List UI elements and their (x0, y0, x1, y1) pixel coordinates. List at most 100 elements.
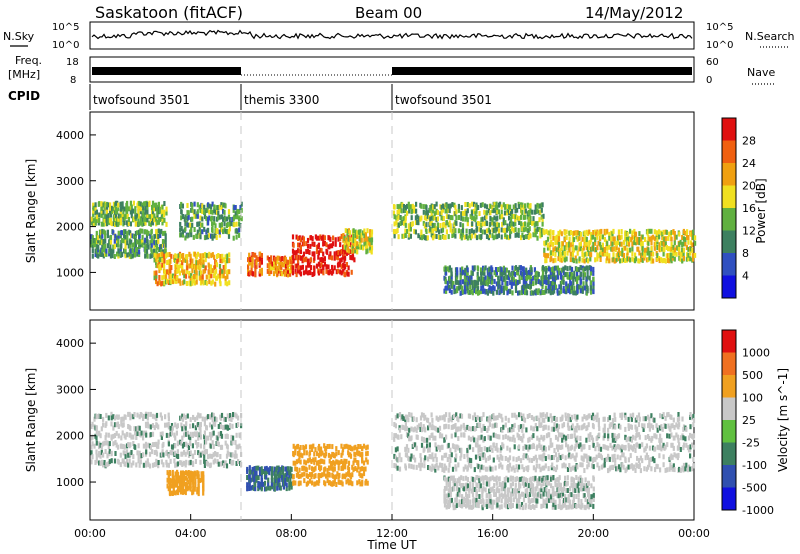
echo-cell (592, 456, 595, 462)
echo-cell (457, 445, 460, 451)
echo-cell (495, 442, 498, 448)
echo-cell (536, 426, 539, 432)
echo-cell (98, 229, 102, 235)
echo-cell (633, 444, 636, 449)
echo-cell (532, 220, 535, 226)
echo-cell (171, 425, 174, 431)
echo-cell (153, 414, 156, 420)
echo-cell (396, 209, 399, 215)
echo-cell (153, 206, 156, 212)
echo-cell (219, 254, 222, 259)
echo-cell (141, 242, 144, 248)
echo-cell (584, 251, 587, 257)
echo-cell (98, 218, 101, 223)
echo-cell (491, 423, 494, 429)
echo-cell (660, 446, 663, 452)
echo-cell (630, 445, 633, 451)
echo-cell (678, 231, 681, 237)
echo-cell (575, 452, 578, 458)
echo-cell (176, 275, 179, 280)
echo-cell (185, 431, 188, 437)
echo-cell (336, 459, 339, 465)
echo-cell (508, 226, 511, 232)
echo-cell (158, 268, 161, 274)
echo-cell (181, 232, 184, 238)
echo-cell (609, 422, 612, 428)
echo-cell (528, 436, 531, 442)
echo-cell (494, 465, 497, 471)
echo-cell (506, 203, 509, 209)
echo-cell (433, 233, 436, 239)
echo-cell (592, 424, 595, 430)
echo-cell (576, 423, 579, 429)
echo-cell (479, 417, 482, 423)
echo-cell (334, 237, 337, 243)
echo-cell (127, 243, 130, 249)
echo-cell (262, 481, 265, 487)
echo-cell (176, 461, 179, 467)
echo-cell (180, 489, 183, 495)
echo-cell (507, 464, 510, 469)
echo-cell (637, 412, 641, 418)
echo-cell (166, 483, 169, 489)
echo-cell (473, 283, 476, 289)
echo-cell (404, 446, 407, 452)
echo-cell (95, 425, 98, 431)
echo-cell (602, 444, 605, 450)
echo-cell (186, 486, 189, 492)
echo-cell (156, 257, 159, 263)
echo-cell (398, 466, 402, 472)
echo-cell (641, 458, 644, 464)
echo-cell (538, 217, 541, 223)
echo-cell (122, 209, 125, 215)
echo-cell (108, 251, 111, 257)
echo-cell (408, 456, 411, 462)
echo-cell (248, 482, 251, 488)
echo-cell (588, 275, 591, 281)
echo-cell (534, 467, 537, 473)
echo-cell (183, 441, 186, 447)
echo-cell (95, 453, 98, 459)
echo-cell (130, 204, 133, 210)
echo-cell (203, 226, 206, 232)
echo-cell (393, 204, 396, 210)
echo-cell (563, 230, 566, 236)
echo-cell (617, 247, 620, 253)
echo-cell (189, 435, 192, 441)
echo-cell (475, 222, 478, 228)
echo-cell (426, 443, 429, 449)
echo-cell (161, 204, 164, 210)
echo-cell (398, 452, 401, 458)
echo-cell (614, 417, 617, 422)
echo-cell (483, 270, 486, 276)
echo-cell (428, 422, 431, 428)
echo-cell (659, 467, 662, 473)
echo-cell (404, 233, 407, 238)
echo-cell (517, 232, 520, 238)
echo-cell (573, 285, 576, 291)
echo-cell (449, 416, 452, 422)
echo-cell (457, 417, 460, 423)
echo-cell (491, 233, 494, 239)
echo-cell (139, 239, 142, 245)
echo-cell (157, 238, 160, 244)
echo-cell (129, 200, 132, 206)
echo-cell (527, 274, 530, 280)
echo-cell (617, 444, 621, 450)
echo-cell (634, 252, 637, 258)
echo-cell (569, 417, 572, 423)
echo-cell (191, 202, 194, 208)
echo-cell (445, 465, 448, 471)
echo-cell (491, 267, 494, 273)
echo-cell (551, 416, 554, 422)
echo-cell (586, 269, 589, 275)
echo-cell (450, 417, 453, 423)
echo-cell (218, 232, 221, 238)
echo-cell (622, 245, 625, 251)
echo-cell (149, 240, 152, 246)
echo-cell (522, 270, 525, 276)
echo-cell (495, 201, 498, 207)
echo-cell (417, 220, 420, 226)
echo-cell (673, 424, 676, 430)
echo-cell (507, 275, 511, 281)
